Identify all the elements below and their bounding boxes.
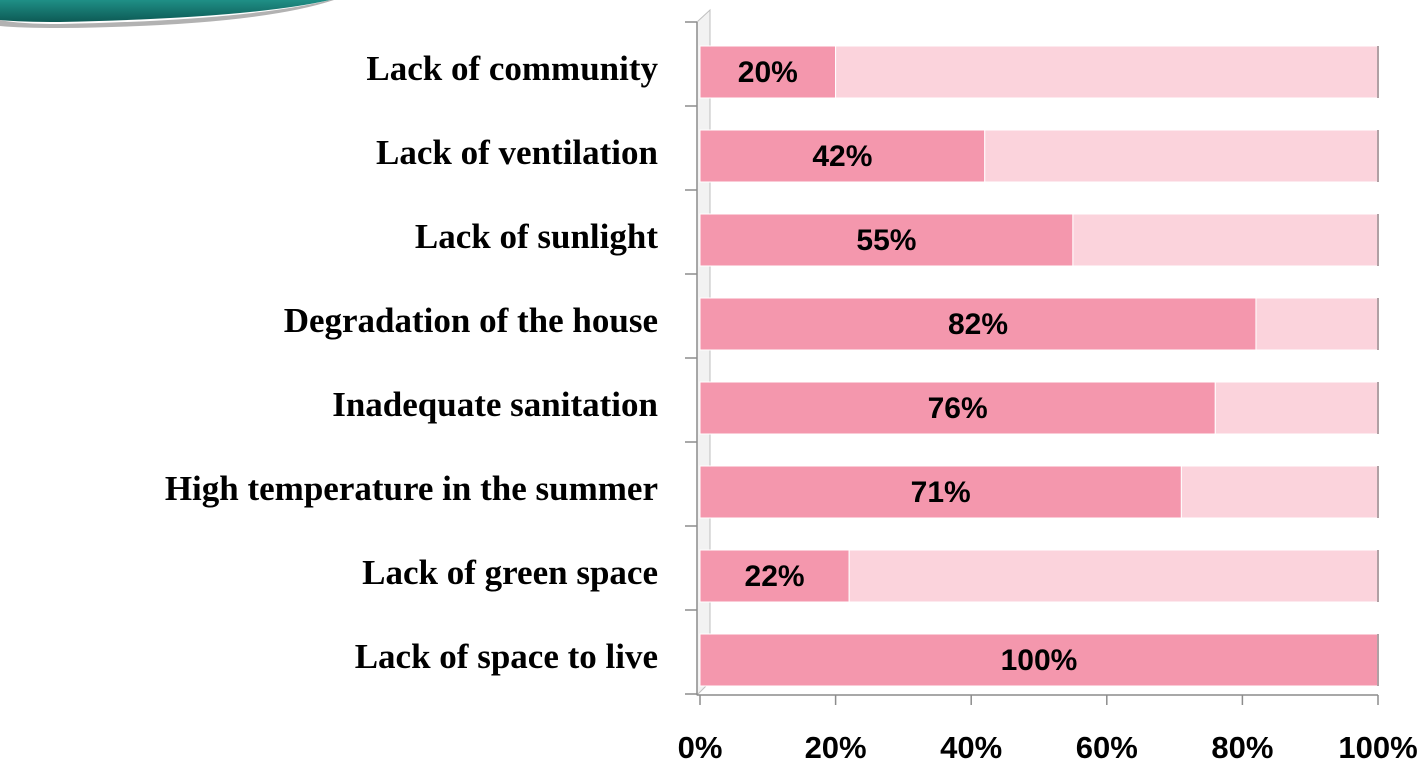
bar-segment [699,633,1379,687]
data-label: 82% [948,308,1008,341]
bar-segment [1072,213,1379,267]
data-label: 100% [1001,644,1078,677]
bar-segment [699,45,837,99]
decoration [0,0,330,22]
x-tick-label: 60% [1076,730,1138,765]
bar-segment [1214,381,1379,435]
x-tick-label: 20% [805,730,867,765]
x-tick-label: 0% [678,730,723,765]
data-label: 20% [738,56,798,89]
data-label: 42% [812,140,872,173]
bar-segment [835,45,1379,99]
bar-segment [1180,465,1379,519]
data-label: 71% [911,476,971,509]
data-label: 22% [745,560,805,593]
decoration-shadow [0,0,334,28]
category-label: Degradation of the house [284,301,658,340]
bar-segment [699,129,986,183]
bar-segment [699,465,1182,519]
data-label: 55% [856,224,916,257]
category-label: High temperature in the summer [165,469,658,508]
bar-segment [848,549,1379,603]
x-tick-label: 80% [1211,730,1273,765]
category-label: Lack of sunlight [415,217,658,256]
category-label: Inadequate sanitation [332,385,658,424]
x-tick-label: 100% [1338,730,1417,765]
bar-segment [699,213,1074,267]
category-label: Lack of community [366,49,658,88]
bar-segment [699,297,1257,351]
category-label: Lack of space to live [355,637,658,676]
bar-segment [1255,297,1379,351]
x-tick-label: 40% [940,730,1002,765]
category-label: Lack of ventilation [376,133,658,172]
data-label: 76% [928,392,988,425]
category-label: Lack of green space [362,553,658,592]
bar-segment [699,549,850,603]
bar-segment [984,129,1379,183]
